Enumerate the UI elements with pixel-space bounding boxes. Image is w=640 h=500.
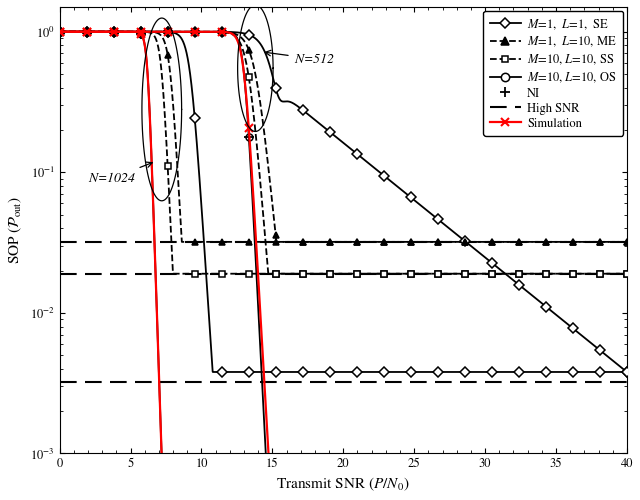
Text: $N$=512: $N$=512 <box>265 50 335 66</box>
Text: $N$=1024: $N$=1024 <box>88 162 152 185</box>
Y-axis label: SOP ($\mathcal{P}_{\mathrm{out}}$): SOP ($\mathcal{P}_{\mathrm{out}}$) <box>7 196 24 264</box>
X-axis label: Transmit SNR ($P/N_0$): Transmit SNR ($P/N_0$) <box>276 476 410 493</box>
Legend: $M$=1,  $L$=1,  SE, $M$=1,  $L$=10, ME, $M$=10, $L$=10, SS, $M$=10, $L$=10, OS, : $M$=1, $L$=1, SE, $M$=1, $L$=10, ME, $M$… <box>483 10 623 136</box>
